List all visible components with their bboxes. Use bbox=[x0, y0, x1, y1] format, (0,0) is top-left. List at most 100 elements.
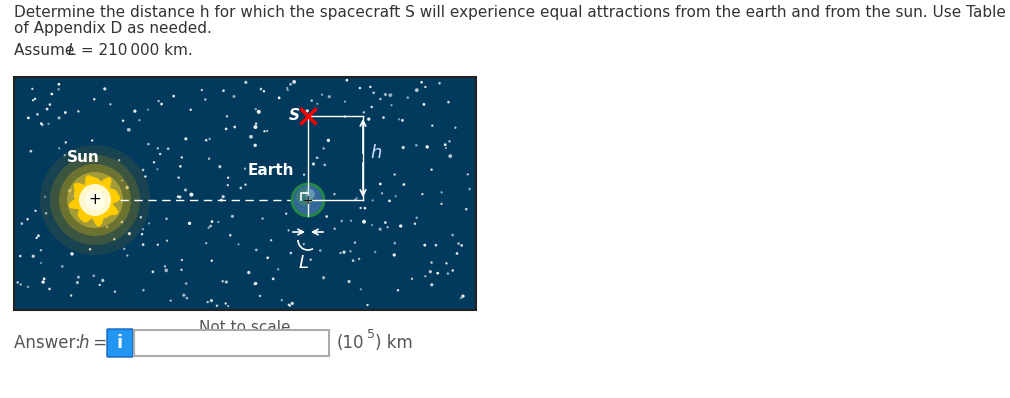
Point bbox=[131, 117, 147, 123]
Point bbox=[176, 292, 192, 298]
Point bbox=[378, 219, 394, 226]
Text: (10: (10 bbox=[337, 334, 365, 352]
Point bbox=[34, 122, 50, 128]
Text: of Appendix D as needed.: of Appendix D as needed. bbox=[14, 21, 212, 36]
Point bbox=[70, 279, 86, 286]
Point bbox=[135, 242, 152, 248]
Point bbox=[111, 157, 127, 164]
Point bbox=[230, 241, 246, 248]
Point bbox=[380, 224, 396, 230]
Point bbox=[132, 214, 148, 220]
Point bbox=[438, 145, 454, 151]
Point bbox=[296, 172, 312, 178]
Point bbox=[224, 213, 240, 220]
Point bbox=[50, 115, 67, 121]
Point bbox=[337, 98, 354, 105]
Point bbox=[69, 199, 85, 206]
Point bbox=[308, 193, 324, 199]
Point bbox=[76, 196, 92, 202]
Point bbox=[23, 148, 39, 154]
Point bbox=[33, 121, 49, 127]
Point bbox=[318, 213, 334, 220]
Text: Determine the distance h for which the spacecraft S will experience equal attrac: Determine the distance h for which the s… bbox=[14, 5, 1010, 20]
Text: = 210 000 km.: = 210 000 km. bbox=[76, 43, 193, 58]
Point bbox=[367, 249, 383, 255]
Point bbox=[378, 91, 394, 98]
Point bbox=[166, 93, 182, 100]
Point bbox=[413, 79, 429, 86]
Point bbox=[326, 191, 342, 197]
Point bbox=[76, 185, 92, 192]
Point bbox=[140, 107, 157, 113]
Point bbox=[71, 108, 87, 115]
Point bbox=[248, 121, 265, 127]
Point bbox=[422, 269, 438, 275]
Point bbox=[182, 220, 198, 226]
Point bbox=[33, 260, 49, 266]
Circle shape bbox=[292, 184, 324, 216]
Point bbox=[352, 286, 369, 293]
Circle shape bbox=[59, 164, 131, 236]
Point bbox=[86, 96, 102, 102]
Point bbox=[423, 259, 439, 266]
Point bbox=[149, 166, 166, 172]
Text: S: S bbox=[289, 107, 300, 123]
Point bbox=[374, 190, 390, 197]
Point bbox=[27, 96, 43, 102]
Point bbox=[144, 269, 161, 275]
Point bbox=[373, 181, 389, 187]
Point bbox=[260, 255, 276, 261]
Point bbox=[326, 226, 342, 232]
Point bbox=[204, 258, 220, 264]
Point bbox=[365, 197, 381, 203]
Point bbox=[84, 137, 100, 144]
Point bbox=[423, 282, 439, 288]
Point bbox=[337, 113, 354, 120]
Point bbox=[429, 270, 445, 276]
Point bbox=[134, 231, 150, 237]
Point bbox=[312, 248, 328, 254]
Point bbox=[220, 303, 236, 309]
Point bbox=[320, 137, 336, 144]
Point bbox=[150, 98, 167, 104]
Point bbox=[198, 137, 214, 143]
Point bbox=[438, 260, 454, 267]
Point bbox=[364, 104, 380, 110]
Point bbox=[103, 198, 119, 204]
Point bbox=[140, 220, 157, 226]
Point bbox=[440, 99, 457, 105]
Point bbox=[400, 94, 416, 101]
Point bbox=[309, 155, 325, 161]
Point bbox=[119, 184, 135, 191]
Point bbox=[27, 208, 43, 214]
Text: +: + bbox=[303, 193, 313, 207]
Point bbox=[30, 232, 46, 239]
Point bbox=[173, 163, 189, 170]
Point bbox=[106, 236, 122, 242]
Point bbox=[346, 240, 363, 246]
Point bbox=[28, 235, 44, 241]
Point bbox=[197, 96, 213, 103]
Point bbox=[395, 144, 411, 151]
Point bbox=[232, 185, 248, 191]
Point bbox=[317, 162, 333, 168]
Point bbox=[178, 280, 194, 287]
Point bbox=[314, 92, 330, 98]
Point bbox=[281, 302, 297, 308]
Point bbox=[201, 224, 217, 231]
Point bbox=[55, 263, 71, 269]
Point bbox=[282, 302, 298, 309]
Point bbox=[41, 101, 58, 108]
Point bbox=[409, 87, 425, 94]
Point bbox=[454, 293, 471, 299]
Point bbox=[226, 124, 242, 130]
Point bbox=[372, 226, 388, 232]
Point bbox=[387, 240, 403, 246]
Point bbox=[82, 212, 98, 218]
Point bbox=[9, 279, 25, 286]
Point bbox=[203, 297, 219, 304]
Point bbox=[247, 280, 264, 287]
Point bbox=[417, 242, 433, 248]
Point bbox=[135, 167, 152, 173]
Point bbox=[382, 92, 398, 98]
